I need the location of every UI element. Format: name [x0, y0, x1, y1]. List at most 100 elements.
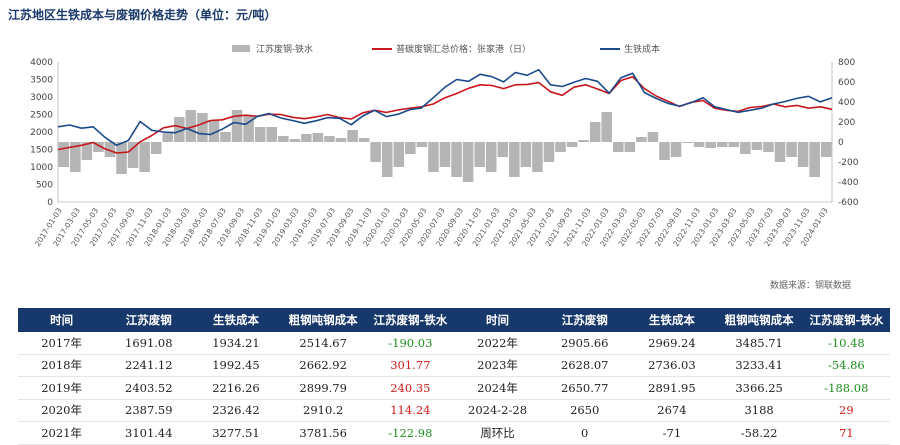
table-cell: 2216.26 — [192, 376, 280, 400]
diff-bar — [485, 142, 497, 172]
chart-area: 江苏废钢-铁水 普碳废钢汇总价格：张家港（日） 生铁成本 0 500 1000 1500 20… — [30, 43, 859, 248]
diff-bar — [763, 142, 774, 152]
table-cell: 1691.08 — [105, 332, 193, 355]
diff-bar — [150, 142, 162, 154]
diff-bar — [220, 132, 231, 142]
legend-label: 江苏废钢-铁水 — [256, 43, 313, 55]
y-right-tick-label: -400 — [838, 178, 859, 188]
table-header-cell: 江苏废钢-铁水 — [366, 308, 454, 332]
diff-bar — [509, 142, 520, 177]
diff-bar — [693, 142, 705, 147]
table-cell: 2019年 — [18, 376, 106, 400]
y-left-tick-label: 500 — [36, 181, 53, 191]
diff-bar — [474, 142, 485, 167]
diff-bar — [266, 127, 277, 142]
diff-bar — [208, 120, 220, 142]
y-left-tick-label: 2000 — [30, 128, 53, 138]
diff-bar — [254, 127, 266, 142]
diff-bar — [277, 136, 289, 142]
diff-bar — [462, 142, 474, 182]
table-cell: 29 — [802, 399, 890, 422]
table-cell: -54.86 — [802, 354, 890, 377]
table-cell: 240.35 — [366, 376, 454, 400]
diff-bar — [231, 110, 243, 142]
table-cell: 3366.25 — [715, 376, 803, 400]
table-cell: 周环比 — [453, 421, 542, 445]
table-cell: 2736.03 — [628, 354, 716, 377]
pig-iron-cost-line — [57, 68, 833, 147]
legend-label: 普碳废钢汇总价格：张家港（日） — [396, 43, 531, 55]
table-header-cell: 江苏废钢-铁水 — [802, 308, 890, 332]
table-cell: 2905.66 — [541, 332, 629, 355]
table-header-cell: 江苏废钢 — [541, 308, 629, 332]
diff-bar — [659, 142, 670, 160]
table-header-cell: 生铁成本 — [192, 308, 280, 332]
diff-bar — [797, 142, 809, 167]
y-right-tick-label: 0 — [838, 138, 844, 148]
diff-bar — [439, 142, 451, 167]
table-header-row: 时间 江苏废钢 生铁成本 粗钢吨钢成本 江苏废钢-铁水 时间 江苏废钢 生铁成本 粗钢吨钢成本江… — [18, 308, 890, 332]
diff-bar — [497, 142, 509, 157]
diff-bar — [451, 142, 462, 177]
table-cell: 2024年 — [453, 376, 542, 400]
table-cell: 3781.56 — [279, 421, 367, 445]
diff-bar — [786, 142, 797, 157]
diff-bar — [405, 142, 416, 154]
table-cell: 1992.45 — [192, 354, 280, 377]
table-cell: -10.48 — [802, 332, 890, 355]
diff-bar — [716, 142, 728, 147]
diff-bar — [70, 142, 81, 172]
table-cell: 2241.12 — [105, 354, 193, 377]
diff-bar — [647, 132, 659, 142]
diff-bar — [774, 142, 786, 162]
table-cell: 2650.77 — [541, 376, 629, 400]
diff-bar — [104, 142, 116, 157]
diff-bar — [381, 142, 393, 177]
table-cell: 114.24 — [366, 399, 454, 422]
diff-bar — [243, 116, 254, 142]
y-right-tick-label: 400 — [838, 98, 855, 108]
diff-bar — [185, 110, 197, 142]
table-row: 2019年 2403.52 2216.26 2899.79 240.35 2024年 265… — [18, 376, 890, 400]
table-row: 2017年 1691.08 1934.21 2514.67 -190.03 2022年 29… — [18, 332, 890, 355]
table-cell: 2969.24 — [628, 332, 716, 355]
diff-bar — [543, 142, 555, 162]
y-right-tick-label: -200 — [838, 158, 859, 168]
table-cell: 301.77 — [366, 354, 454, 377]
diff-bar — [428, 142, 439, 172]
table-cell: 3277.51 — [192, 421, 280, 445]
y-left-tick-label: 3500 — [30, 76, 53, 86]
table-cell: 71 — [802, 421, 890, 445]
table-cell: 2910.2 — [279, 399, 367, 422]
diff-bar — [301, 134, 312, 142]
y-right-tick-label: 200 — [838, 118, 855, 128]
table-header-cell: 江苏废钢 — [105, 308, 193, 332]
table-cell: 2387.59 — [105, 399, 193, 422]
table-cell: 2403.52 — [105, 376, 193, 400]
diff-bar — [820, 142, 832, 157]
diff-bar — [370, 142, 381, 162]
table-header-cell: 时间 — [453, 308, 542, 332]
diff-bar — [809, 142, 820, 177]
diff-bar — [174, 117, 185, 142]
diff-bar — [520, 142, 532, 167]
table-cell: 2020年 — [18, 399, 106, 422]
table-header-cell: 粗钢吨钢成本 — [279, 308, 367, 332]
table-cell: 2650 — [541, 399, 629, 422]
table-cell: 2021年 — [18, 421, 106, 445]
table-cell: 3485.71 — [715, 332, 803, 355]
diff-bar — [532, 142, 543, 172]
table-cell: 2628.07 — [541, 354, 629, 377]
diff-bar — [358, 138, 370, 142]
y-left-tick-label: 4000 — [30, 58, 53, 68]
y-right-tick-label: 800 — [838, 58, 855, 68]
diff-bar — [289, 139, 301, 142]
y-right-tick-label: 600 — [838, 78, 855, 88]
diff-bar — [58, 142, 70, 167]
diff-bar — [613, 142, 624, 152]
table-cell: 2024-2-28 — [453, 399, 542, 422]
table-cell: 2899.79 — [279, 376, 367, 400]
summary-table: 时间 江苏废钢 生铁成本 粗钢吨钢成本 江苏废钢-铁水 时间 江苏废钢 生铁成本 粗钢吨钢成本江… — [18, 308, 890, 445]
diff-bar — [393, 142, 405, 167]
table-cell: 0 — [541, 421, 629, 445]
